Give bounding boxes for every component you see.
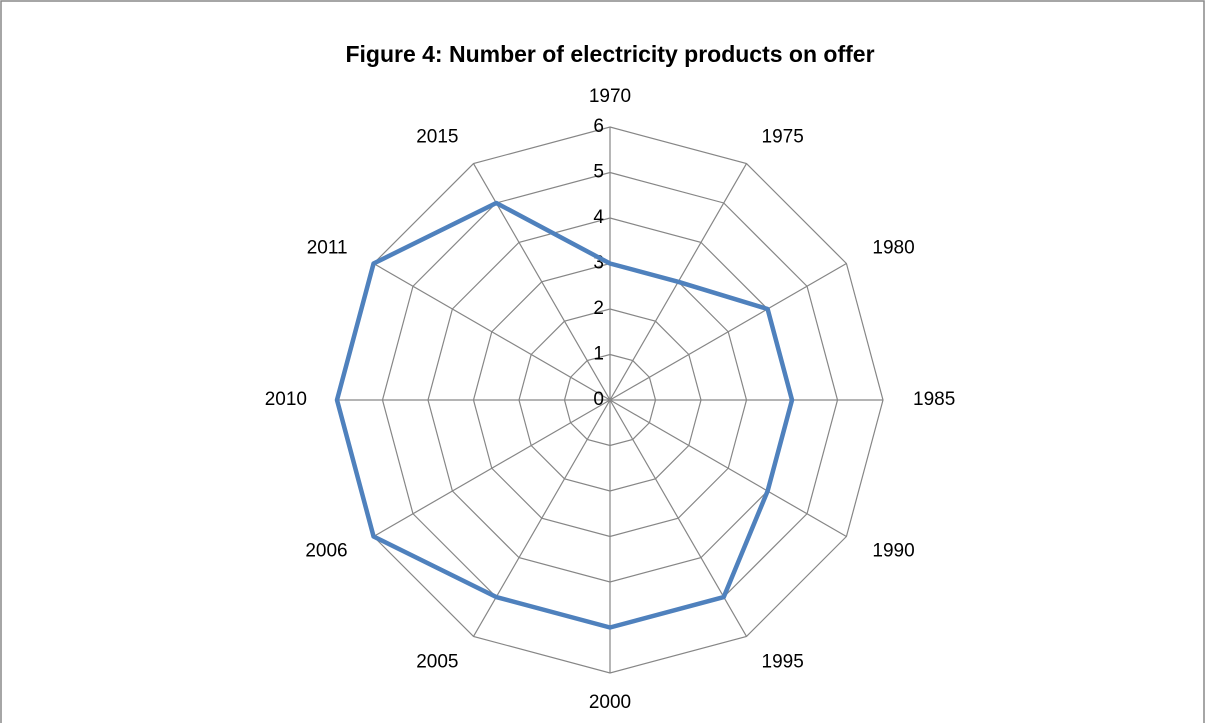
series-line <box>334 200 795 630</box>
spoke <box>373 399 611 538</box>
r-tick-label: 4 <box>593 207 604 228</box>
spoke <box>472 163 611 401</box>
category-label: 2000 <box>589 692 631 713</box>
category-label: 2006 <box>305 541 347 562</box>
spoke <box>609 399 847 538</box>
category-label: 1980 <box>872 238 914 259</box>
category-label: 2010 <box>265 389 307 410</box>
category-label: 1970 <box>589 86 631 107</box>
category-label: 1985 <box>913 389 955 410</box>
category-label: 2005 <box>416 651 458 672</box>
r-tick-label: 2 <box>593 298 604 319</box>
chart-title: Figure 4: Number of electricity products… <box>345 41 874 67</box>
spoke <box>609 399 748 637</box>
category-label: 1990 <box>872 541 914 562</box>
category-label: 1975 <box>762 127 804 148</box>
r-tick-label: 5 <box>593 162 604 183</box>
spoke <box>472 399 611 637</box>
r-tick-label: 6 <box>593 116 604 137</box>
category-label: 1995 <box>762 651 804 672</box>
spoke <box>609 262 847 401</box>
r-tick-label: 3 <box>593 253 604 274</box>
category-label: 2011 <box>307 238 348 259</box>
category-label: 2015 <box>416 127 458 148</box>
r-tick-label: 1 <box>593 344 604 365</box>
r-tick-label: 0 <box>593 389 604 410</box>
spoke <box>373 262 611 401</box>
